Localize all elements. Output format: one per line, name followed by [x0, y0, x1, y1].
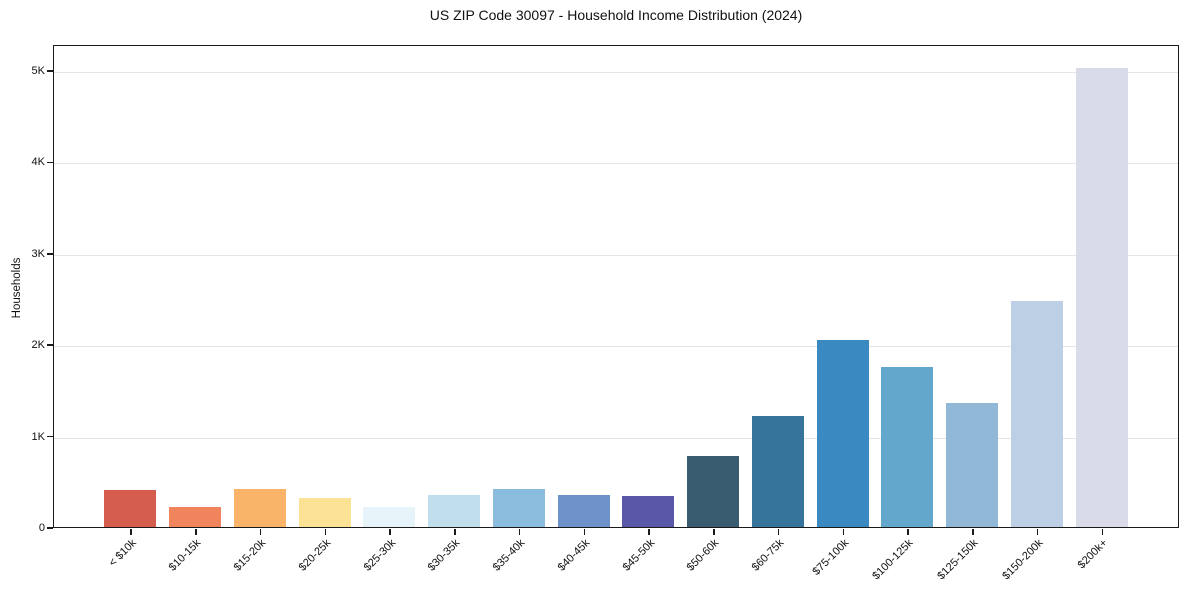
x-tick-label--30-35k: $30-35k [426, 537, 463, 574]
bar--25-30k [363, 507, 416, 527]
category-slot--10-15k: $10-15k [163, 46, 228, 574]
y-tick-mark-3K [47, 253, 53, 255]
x-tick-label--100-125k: $100-125k [870, 537, 916, 583]
x-tick-mark--10k [130, 528, 132, 535]
bar--150-200k [1010, 301, 1063, 527]
bar--75-100k [816, 339, 869, 527]
bar--45-50k [622, 496, 675, 527]
bar--100-125k [881, 367, 934, 527]
x-tick-mark--45-50k [648, 528, 650, 535]
y-axis-title: Households [11, 257, 23, 319]
bar--125-150k [946, 402, 999, 527]
x-tick-label--10k: < $10k [106, 537, 139, 570]
x-tick-label--20-25k: $20-25k [296, 537, 334, 574]
x-tick-mark--30-35k [454, 528, 456, 535]
bar--60-75k [751, 415, 804, 527]
bar--15-20k [233, 489, 286, 527]
x-tick-label--15-20k: $15-20k [231, 537, 269, 574]
x-tick-mark--100-125k [907, 528, 909, 535]
category-slot--40-45k: $40-45k [551, 46, 616, 574]
category-slot--45-50k: $45-50k [616, 46, 681, 574]
x-tick-label--50-60k: $50-60k [685, 537, 722, 574]
x-tick-mark--50-60k [713, 528, 715, 535]
x-tick-label--35-40k: $35-40k [490, 537, 528, 574]
category-slot--35-40k: $35-40k [487, 46, 552, 574]
x-tick-label--10-15k: $10-15k [167, 537, 204, 574]
category-slot--60-75k: $60-75k [746, 46, 811, 574]
y-tick-label-4K: 4K [31, 156, 45, 169]
gridline-3000 [54, 254, 1178, 256]
x-tick-label--60-75k: $60-75k [749, 537, 787, 574]
x-tick-mark--200k+ [1101, 528, 1104, 535]
x-tick-label--200k+: $200k+ [1075, 537, 1111, 572]
gridline-2000 [54, 346, 1178, 348]
x-tick-mark--35-40k [518, 528, 521, 535]
x-tick-label--40-45k: $40-45k [555, 537, 593, 574]
category-slot--50-60k: $50-60k [681, 46, 746, 574]
plot-area: < $10k $10-15k $15-20k $20-25k $25-30k $30-35… [53, 45, 1179, 582]
category-slot--200k+: $200k+ [1069, 46, 1134, 571]
x-tick-mark--25-30k [389, 528, 391, 535]
category-slot--125-150k: $125-150k [935, 46, 1005, 582]
y-tick-label-3K: 3K [31, 247, 45, 260]
bar--10-15k [169, 507, 222, 527]
category-slot--100-125k: $100-125k [871, 46, 940, 582]
y-tick-mark-1K [47, 435, 53, 438]
x-tick-mark--150-200k [1036, 528, 1039, 535]
category-slot--150-200k: $150-200k [1000, 46, 1070, 582]
category-slot--75-100k: $75-100k [810, 46, 875, 578]
gridline-1000 [54, 437, 1178, 439]
bar--10k [104, 490, 157, 527]
x-tick-label--25-30k: $25-30k [361, 537, 398, 574]
chart-title: US ZIP Code 30097 - Household Income Dis… [429, 7, 803, 23]
x-tick-label--45-50k: $45-50k [620, 537, 657, 574]
bars-row: < $10k $10-15k $15-20k $20-25k $25-30k $30-35… [98, 46, 1134, 582]
x-tick-label--75-100k: $75-100k [810, 537, 852, 578]
y-tick-label-5K: 5K [31, 65, 45, 77]
x-tick-mark--125-150k [972, 528, 974, 535]
category-slot--30-35k: $30-35k [422, 46, 487, 574]
x-tick-mark--60-75k [777, 528, 780, 535]
y-tick-label-1K: 1K [31, 430, 45, 443]
bar--30-35k [428, 495, 481, 527]
category-slot--10k: < $10k [98, 46, 163, 569]
x-tick-mark--40-45k [583, 528, 586, 535]
y-tick-mark-0 [47, 527, 53, 529]
y-tick-mark-4K [47, 161, 53, 164]
x-tick-mark--20-25k [324, 528, 327, 535]
gridline-4000 [54, 163, 1178, 165]
y-tick-mark-5K [47, 70, 53, 72]
y-tick-label-0: 0 [38, 522, 45, 534]
bar--35-40k [492, 488, 545, 527]
x-tick-mark--15-20k [259, 528, 262, 535]
x-tick-mark--10-15k [195, 528, 197, 535]
gridline-5000 [54, 72, 1178, 73]
category-slot--25-30k: $25-30k [357, 46, 422, 574]
x-tick-label--125-150k: $125-150k [935, 537, 981, 583]
bar--20-25k [298, 497, 351, 527]
bar--50-60k [687, 455, 740, 527]
bar--200k+ [1075, 68, 1128, 527]
y-tick-label-2K: 2K [31, 339, 45, 352]
category-slot--20-25k: $20-25k [292, 46, 357, 574]
x-tick-label--150-200k: $150-200k [1000, 537, 1046, 583]
bar--40-45k [557, 495, 610, 527]
y-tick-mark-2K [47, 344, 53, 346]
category-slot--15-20k: $15-20k [228, 46, 293, 574]
x-tick-mark--75-100k [842, 528, 845, 535]
